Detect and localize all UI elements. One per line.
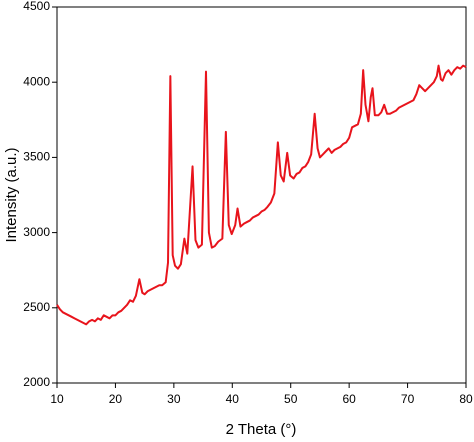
x-tick-label: 60 — [342, 392, 356, 406]
x-tick-label: 80 — [459, 392, 473, 406]
x-axis-title: 2 Theta (°) — [226, 421, 297, 438]
x-tick-label: 10 — [50, 392, 64, 406]
y-tick-label: 4500 — [23, 0, 50, 13]
data-line — [56, 64, 467, 326]
x-tick-label: 30 — [167, 392, 181, 406]
y-tick-label: 2000 — [23, 375, 50, 389]
x-tick-label: 20 — [109, 392, 123, 406]
y-tick-label: 3500 — [23, 150, 50, 164]
y-tick-label: 4000 — [23, 74, 50, 88]
y-tick-label: 3000 — [23, 225, 50, 239]
x-tick-label: 50 — [284, 392, 298, 406]
x-tick-label: 70 — [401, 392, 415, 406]
y-tick-label: 2500 — [23, 300, 50, 314]
y-axis-title: Intensity (a.u.) — [3, 147, 20, 242]
plot-frame — [56, 6, 467, 384]
x-tick-label: 40 — [226, 392, 240, 406]
